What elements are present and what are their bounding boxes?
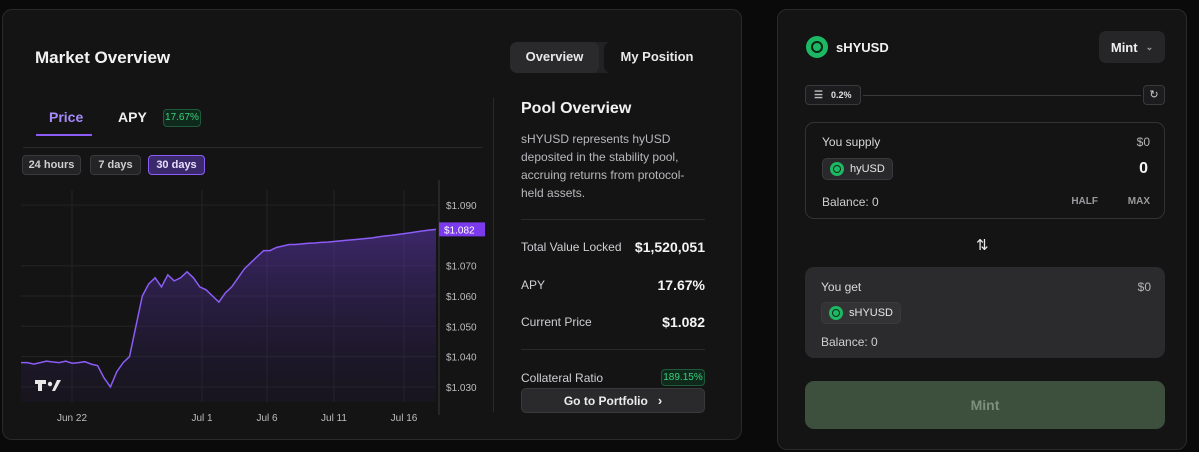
shyusd-token-icon bbox=[806, 36, 828, 58]
refresh-icon[interactable]: ↻ bbox=[1143, 85, 1165, 105]
market-title: Market Overview bbox=[35, 48, 171, 67]
mode-dropdown[interactable]: Mint ⌄ bbox=[1099, 31, 1165, 63]
y-tick-label: $1.030 bbox=[446, 383, 477, 394]
subtab-apy[interactable]: APY bbox=[118, 109, 147, 125]
supply-card: You supply $0 hyUSD 0 Balance: 0 HALF MA… bbox=[805, 122, 1165, 219]
pool-description: sHYUSD represents hyUSD deposited in the… bbox=[521, 132, 685, 200]
receive-token-chip: sHYUSD bbox=[821, 302, 902, 324]
hyusd-token-icon bbox=[830, 162, 844, 176]
slippage-divider bbox=[863, 95, 1141, 96]
x-tick-label: Jul 16 bbox=[391, 413, 418, 424]
tvl-label: Total Value Locked bbox=[521, 240, 622, 254]
column-separator bbox=[493, 98, 494, 412]
mode-label: Mint bbox=[1110, 39, 1138, 55]
price-value: $1.082 bbox=[662, 314, 705, 330]
pool-divider-bottom bbox=[521, 349, 705, 350]
price-area bbox=[21, 229, 436, 402]
pool-divider-top bbox=[521, 219, 705, 220]
sliders-icon: ☰ bbox=[814, 89, 823, 101]
slippage-button[interactable]: ☰ 0.2% bbox=[805, 85, 861, 105]
range-24-hours[interactable]: 24 hours bbox=[22, 155, 81, 175]
x-tick-label: Jun 22 bbox=[57, 413, 87, 424]
supply-usd: $0 bbox=[1136, 135, 1150, 149]
portfolio-button-label: Go to Portfolio bbox=[563, 393, 648, 408]
x-tick-label: Jul 6 bbox=[256, 413, 278, 424]
market-overview-panel: Market Overview Overview My Position Pri… bbox=[2, 9, 742, 440]
subtab-divider bbox=[23, 147, 483, 148]
active-subtab-indicator bbox=[36, 134, 92, 136]
range-30-days[interactable]: 30 days bbox=[148, 155, 205, 175]
tvl-value: $1,520,051 bbox=[634, 239, 705, 255]
shyusd-chip-icon bbox=[829, 306, 843, 320]
apy-badge: 17.67% bbox=[163, 109, 201, 127]
y-tick-label: $1.050 bbox=[446, 322, 477, 333]
y-tick-label: $1.040 bbox=[446, 353, 477, 364]
swap-token-title: sHYUSD bbox=[836, 40, 889, 55]
supply-token-selector[interactable]: hyUSD bbox=[822, 158, 893, 180]
subtab-price[interactable]: Price bbox=[49, 109, 84, 125]
receive-label: You get bbox=[821, 280, 862, 294]
receive-token-label: sHYUSD bbox=[849, 307, 894, 319]
tab-my-position[interactable]: My Position bbox=[604, 42, 710, 73]
receive-balance: Balance: 0 bbox=[821, 335, 878, 349]
pool-title: Pool Overview bbox=[521, 100, 632, 117]
supply-label: You supply bbox=[822, 135, 881, 149]
supply-amount-input[interactable]: 0 bbox=[1139, 160, 1148, 177]
receive-card: You get $0 sHYUSD Balance: 0 bbox=[805, 267, 1165, 358]
apy-value: 17.67% bbox=[657, 277, 705, 293]
chevron-down-icon: ⌄ bbox=[1145, 41, 1154, 52]
collateral-badge: 189.15% bbox=[661, 369, 705, 386]
go-to-portfolio-button[interactable]: Go to Portfolio › bbox=[521, 388, 705, 413]
y-tick-label: $1.090 bbox=[446, 201, 477, 212]
collateral-label: Collateral Ratio bbox=[521, 371, 604, 385]
supply-balance: Balance: 0 bbox=[822, 195, 879, 209]
y-tick-label: $1.070 bbox=[446, 262, 477, 273]
slippage-value: 0.2% bbox=[830, 90, 852, 100]
receive-usd: $0 bbox=[1137, 280, 1151, 294]
apy-label: APY bbox=[521, 278, 546, 292]
max-button[interactable]: MAX bbox=[1127, 196, 1150, 207]
swap-direction-icon[interactable]: ⇅ bbox=[976, 237, 989, 254]
half-button[interactable]: HALF bbox=[1071, 196, 1098, 207]
mint-submit-button[interactable]: Mint bbox=[805, 381, 1165, 429]
tab-overview[interactable]: Overview bbox=[510, 42, 599, 73]
y-tick-label: $1.060 bbox=[446, 292, 477, 303]
tradingview-logo-icon bbox=[35, 380, 61, 391]
current-price-marker bbox=[439, 222, 485, 237]
supply-token-label: hyUSD bbox=[850, 163, 885, 175]
range-7-days[interactable]: 7 days bbox=[90, 155, 141, 175]
price-line bbox=[21, 228, 437, 389]
price-label: Current Price bbox=[521, 315, 592, 329]
x-tick-label: Jul 1 bbox=[191, 413, 213, 424]
x-tick-label: Jul 11 bbox=[321, 413, 347, 424]
chevron-right-icon: › bbox=[657, 393, 663, 408]
price-chart: $1.090 $1.070 $1.060 $1.050 $1.040 $1.030 Jun… bbox=[21, 180, 485, 424]
swap-panel: sHYUSD Mint ⌄ ☰ 0.2% ↻ You supply $0 hyU… bbox=[777, 9, 1187, 450]
current-price-label: $1.082 bbox=[444, 225, 475, 236]
view-tabs: Overview My Position bbox=[510, 42, 710, 73]
